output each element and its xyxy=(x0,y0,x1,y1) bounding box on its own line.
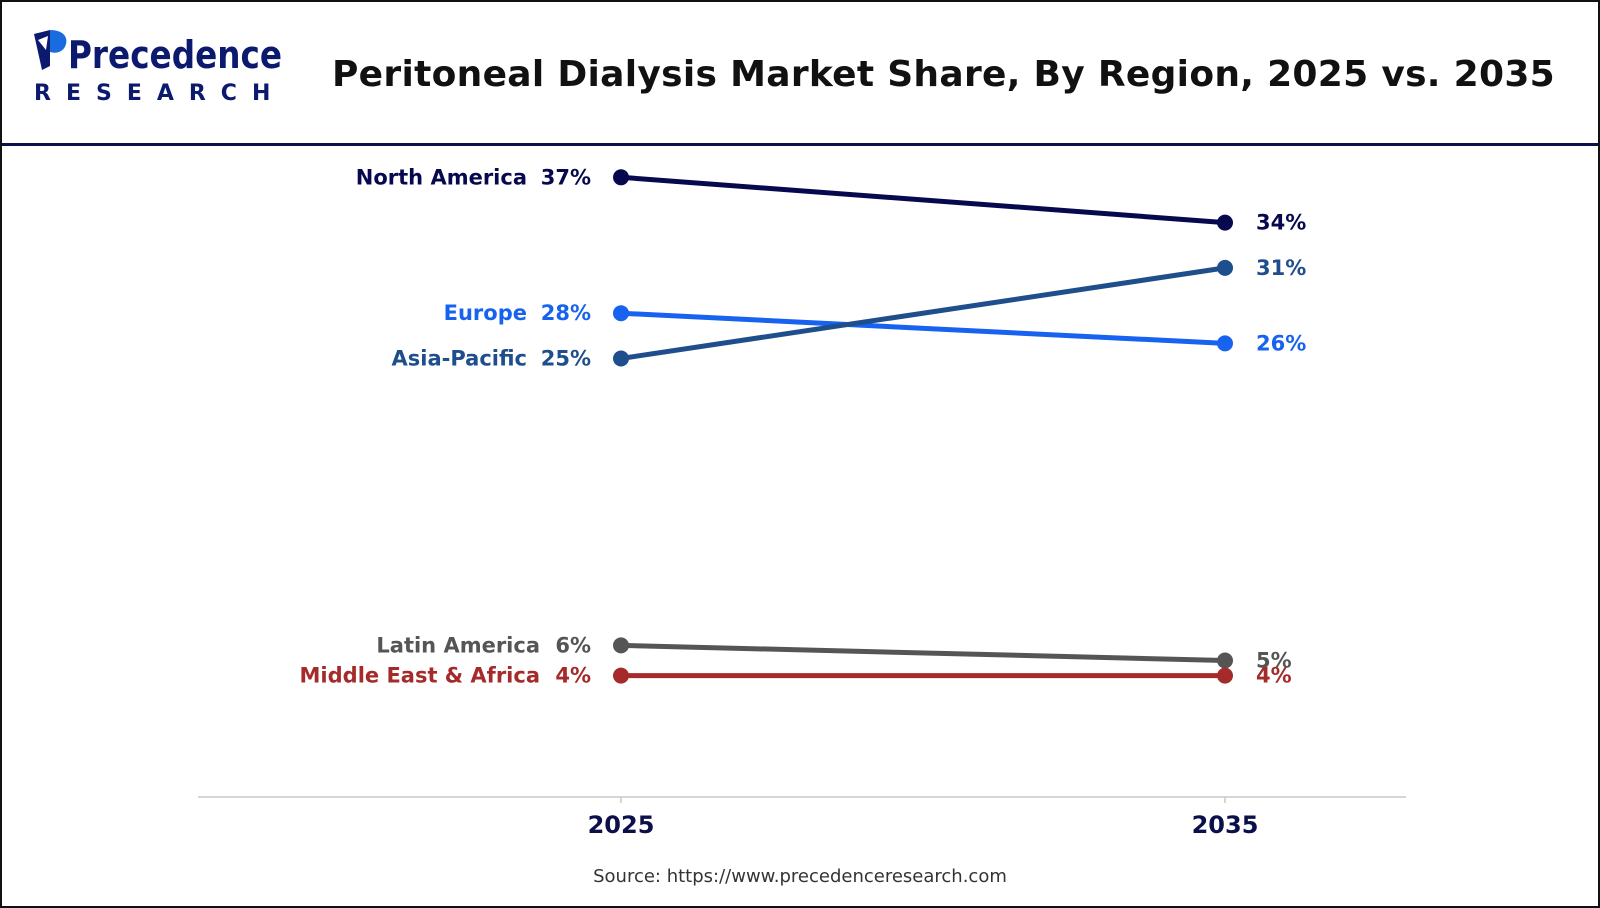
logo-brand-top: Precedence xyxy=(68,33,282,77)
value-label-latin-america-2035: 5% xyxy=(1256,649,1292,673)
series-name-latin-america: Latin America xyxy=(376,633,540,657)
series-line-europe xyxy=(618,310,1228,346)
value-label-latin-america-2025: 6% xyxy=(555,633,591,657)
series-line-latin-america xyxy=(618,642,1228,663)
point-north-america-2025 xyxy=(613,169,629,186)
chart-title: Peritoneal Dialysis Market Share, By Reg… xyxy=(332,54,1556,95)
value-label-europe-2035: 26% xyxy=(1256,331,1306,355)
value-label-middle-east-and-africa-2035: 4% xyxy=(1256,664,1292,688)
precedence-research-logo: Precedence RESEARCH xyxy=(34,30,285,106)
point-latin-america-2025 xyxy=(613,637,629,654)
point-latin-america-2035 xyxy=(1217,652,1233,669)
value-label-asia-pacific-2025: 25% xyxy=(541,347,591,371)
series-line-asia-pacific xyxy=(618,265,1228,361)
series-line-north-america xyxy=(618,174,1228,226)
value-label-asia-pacific-2035: 31% xyxy=(1256,256,1306,280)
source-note: Source: https://www.precedenceresearch.c… xyxy=(593,866,1007,887)
x-tick-label-2035: 2035 xyxy=(1192,811,1259,839)
value-label-middle-east-and-africa-2025: 4% xyxy=(555,664,591,688)
header: Precedence RESEARCH Peritoneal Dialysis … xyxy=(2,2,1598,146)
logo-brand-bottom: RESEARCH xyxy=(34,81,285,106)
series-name-europe: Europe xyxy=(444,301,527,325)
series-name-north-america: North America xyxy=(356,165,527,189)
point-north-america-2035 xyxy=(1217,214,1233,231)
point-middle-east-and-africa-2035 xyxy=(1217,667,1233,684)
value-label-europe-2025: 28% xyxy=(541,301,591,325)
series-name-middle-east-and-africa: Middle East & Africa xyxy=(300,664,540,688)
point-asia-pacific-2035 xyxy=(1217,259,1233,276)
point-europe-2025 xyxy=(613,305,629,322)
point-asia-pacific-2025 xyxy=(613,350,629,367)
x-tick-label-2025: 2025 xyxy=(588,811,655,839)
series-name-asia-pacific: Asia-Pacific xyxy=(392,347,528,371)
value-label-north-america-2035: 34% xyxy=(1256,211,1306,235)
leaf-p-logo-icon xyxy=(34,30,67,70)
point-middle-east-and-africa-2025 xyxy=(613,667,629,684)
value-label-north-america-2025: 37% xyxy=(541,165,591,189)
point-europe-2035 xyxy=(1217,335,1233,352)
